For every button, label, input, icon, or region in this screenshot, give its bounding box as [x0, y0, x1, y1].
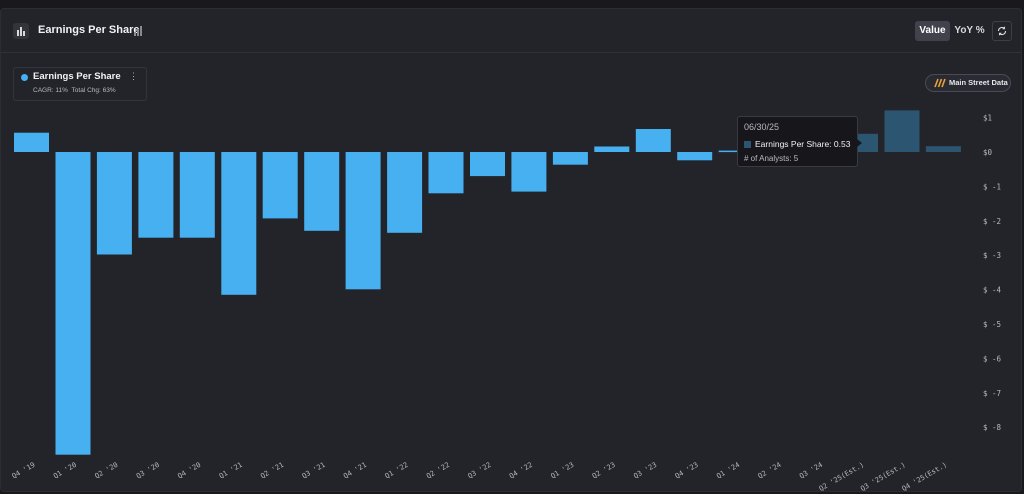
x-tick-label: Q2 '23 [591, 461, 617, 481]
eps-bar[interactable] [304, 152, 340, 231]
eps-bar[interactable] [96, 152, 132, 255]
eps-bar[interactable] [221, 152, 257, 295]
tooltip-date: 06/30/25 [744, 122, 780, 132]
tooltip-series-line: Earnings Per Share: 0.53 [755, 139, 850, 149]
more-options-icon[interactable]: ⋮ [129, 71, 138, 81]
refresh-icon [997, 26, 1007, 36]
x-tick-label: Q1 '23 [549, 461, 575, 481]
eps-bar[interactable] [55, 152, 91, 455]
x-tick-label: Q3 '23 [632, 461, 658, 481]
eps-bar[interactable] [138, 152, 174, 238]
x-tick-label: Q3 '22 [467, 461, 493, 481]
x-tick-label: Q3 '20 [135, 461, 161, 481]
eps-bar[interactable] [884, 110, 920, 152]
legend-card[interactable]: Earnings Per Share ⋮ CAGR: 11% Total Chg… [13, 67, 147, 101]
x-tick-label: Q1 '21 [218, 461, 244, 481]
y-tick-label: $ -4 [983, 286, 1002, 295]
chart-type-icon[interactable] [134, 26, 144, 36]
y-tick-label: $0 [983, 148, 993, 157]
x-tick-label: Q2 '24 [757, 461, 783, 481]
x-tick-label: Q1 '22 [384, 461, 410, 481]
x-tick-label: Q3 '24 [798, 461, 824, 481]
x-tick-label: Q4 '25(Est.) [901, 461, 949, 493]
y-tick-label: $1 [983, 114, 992, 123]
x-tick-label: Q2 '25(Est.) [818, 461, 866, 493]
legend-dot [21, 74, 28, 81]
x-tick-label: Q4 '23 [674, 461, 700, 481]
eps-bar[interactable] [552, 152, 588, 165]
eps-bar[interactable] [470, 152, 505, 177]
x-tick-label: Q3 '21 [301, 461, 327, 481]
page-title: Earnings Per Share [38, 24, 140, 36]
y-tick-label: $ -2 [983, 217, 1001, 226]
eps-bar[interactable] [179, 152, 215, 238]
eps-bar[interactable] [677, 152, 713, 161]
main-street-data-button[interactable]: Main Street Data [925, 74, 1011, 92]
eps-bar[interactable] [594, 146, 630, 153]
x-tick-label: Q2 '22 [425, 461, 451, 481]
panel-header: Earnings Per Share Value YoY % [1, 9, 1021, 53]
eps-bar[interactable] [635, 129, 671, 152]
eps-bar[interactable] [925, 146, 961, 152]
refresh-button[interactable] [992, 21, 1012, 41]
y-tick-label: $ -8 [983, 423, 1002, 432]
eps-bar[interactable] [428, 152, 464, 194]
x-tick-label: Q4 '20 [176, 461, 202, 481]
x-tick-label: Q1 '20 [52, 461, 78, 481]
main-street-logo-icon [934, 78, 946, 88]
tooltip-swatch [744, 141, 751, 148]
x-tick-label: Q4 '19 [11, 461, 37, 481]
tooltip-series-value: 0.53 [833, 139, 851, 149]
tooltip-analysts: # of Analysts: 5 [744, 154, 799, 163]
chart-tooltip: 06/30/25 Earnings Per Share: 0.53 # of A… [737, 116, 862, 167]
eps-bar[interactable] [345, 152, 381, 290]
value-toggle-button[interactable]: Value [915, 21, 950, 41]
bar-chart-icon [13, 23, 29, 39]
y-tick-label: $ -6 [983, 354, 1002, 363]
eps-bar[interactable] [14, 132, 49, 152]
x-tick-label: Q4 '21 [342, 461, 368, 481]
eps-bar[interactable] [511, 152, 547, 192]
yoy-toggle-button[interactable]: YoY % [954, 25, 985, 36]
legend-series-name: Earnings Per Share [33, 71, 121, 82]
x-tick-label: Q2 '21 [259, 461, 285, 481]
tooltip-series-label: Earnings Per Share: [755, 139, 832, 149]
y-tick-label: $ -7 [983, 389, 1001, 398]
eps-bar[interactable] [387, 152, 423, 233]
y-tick-label: $ -5 [983, 320, 1001, 329]
eps-bar[interactable] [718, 150, 754, 153]
eps-bar[interactable] [262, 152, 298, 219]
x-tick-label: Q2 '20 [93, 461, 119, 481]
legend-stats: CAGR: 11% Total Chg: 63% [33, 87, 116, 94]
x-tick-label: Q1 '24 [715, 461, 741, 481]
chart-panel: Earnings Per Share Value YoY % Earnings … [0, 8, 1022, 492]
legend-total-change: Total Chg: 63% [71, 87, 116, 94]
y-tick-label: $ -1 [983, 182, 1001, 191]
main-street-data-label: Main Street Data [949, 78, 1008, 87]
x-tick-label: Q3 '25(Est.) [859, 461, 907, 493]
y-tick-label: $ -3 [983, 251, 1001, 260]
x-tick-label: Q4 '22 [508, 461, 534, 481]
legend-cagr: CAGR: 11% [33, 87, 68, 94]
